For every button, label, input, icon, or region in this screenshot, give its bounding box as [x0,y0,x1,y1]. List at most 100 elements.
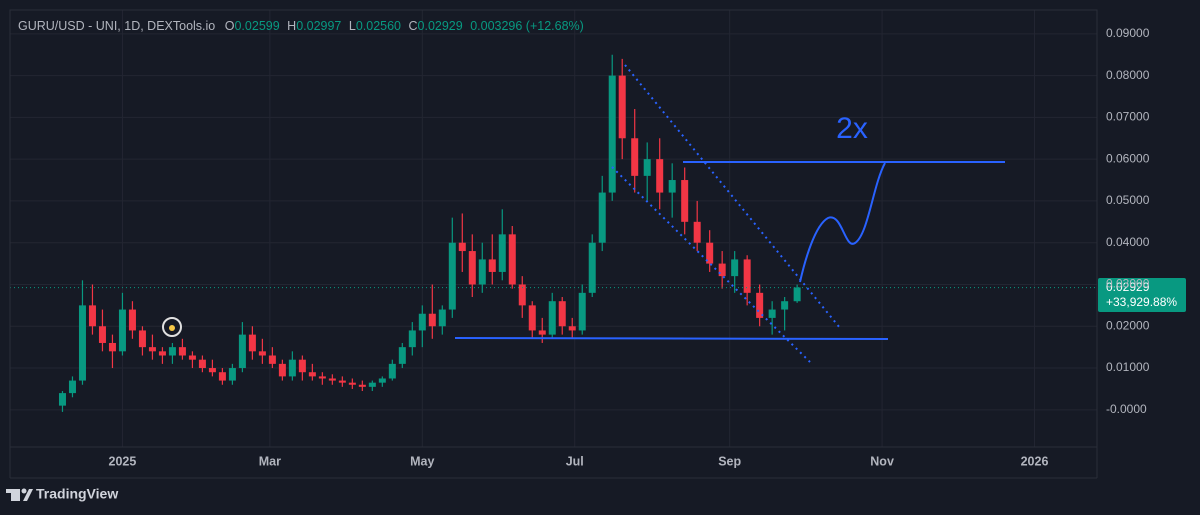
logo-part [23,489,33,501]
candle-body [498,234,506,272]
y-tick-label: 0.03000 [1106,277,1150,291]
y-tick-label: 0.05000 [1106,193,1150,207]
ohlc-label: O [225,19,235,33]
price-tag [1098,278,1186,312]
brand-logo [6,488,33,501]
candle-body [288,359,296,377]
candle-body [438,309,446,327]
candle-body [588,242,596,293]
candle-body [643,159,651,176]
candle-body [578,292,586,331]
candle-body [248,334,256,352]
candle-body [428,313,436,327]
candle-body [378,378,386,383]
candle-body [408,330,416,348]
candle-body [458,242,466,252]
candle-body [358,384,366,387]
logo-part [21,488,27,494]
candle-body [518,284,526,306]
candle-body [731,259,739,277]
candle-body [108,342,116,352]
ohlc-label: L [349,19,356,33]
candle-body [398,347,406,364]
candle-body [468,251,476,285]
candle-body [298,359,306,373]
candle-body [338,380,346,383]
candle-body [388,363,396,379]
candle-body [568,326,576,331]
x-tick-label: Sep [718,454,741,468]
candle-body [631,138,639,176]
candle-body [756,292,764,318]
candle-body [528,305,536,331]
y-tick-label: 0.07000 [1106,110,1150,124]
support-line [454,337,889,340]
candle-body [558,301,566,327]
candle-body [58,393,66,406]
candle-body [656,159,664,193]
candle-body [258,351,266,356]
x-tick-label: 2025 [109,454,137,468]
candle-body [158,351,166,356]
candle-body [681,180,689,222]
candle-body [68,380,76,394]
candle-body [178,347,186,356]
candle-body [608,75,616,193]
candle-body [218,372,226,381]
y-tick-label: -0.0000 [1106,402,1147,416]
ohlc-label: C [408,19,417,33]
candle-body [148,347,156,352]
y-tick-label: 0.08000 [1106,68,1150,82]
candle-body [208,368,216,373]
candle-body [368,382,376,387]
change: 0.003296 (+12.68%) [470,19,584,33]
y-tick-label: 0.02000 [1106,318,1150,332]
ohlc-value: 0.02599 [234,19,279,33]
x-tick-label: Mar [259,454,281,468]
candle-body [198,359,206,369]
logo-part [6,489,18,493]
candle-body [538,330,546,335]
candle-body [488,259,496,272]
candle-body [548,301,556,335]
candle-body [168,347,176,356]
candles [58,54,801,412]
candle-body [88,305,96,327]
candle-body [268,355,276,364]
candle-body [278,363,286,377]
x-tick-label: May [410,454,434,468]
ohlc-value: 0.02560 [356,19,401,33]
symbol: GURU/USD - UNI, 1D, DEXTools.io [18,19,215,33]
candle-body [78,305,86,381]
candle-body [228,368,236,381]
price-tag-value: 0.02929 [1106,280,1150,294]
grid [10,10,1097,447]
candle-body [618,75,626,139]
candle-body [188,355,196,360]
candle-body [318,376,326,379]
channel-upper [624,64,841,329]
candle-body [418,313,426,331]
candle-body [706,242,714,264]
candle-body [348,382,356,385]
candle-body [598,192,606,243]
candle-body [743,259,751,293]
candle-body [768,309,776,318]
brand: TradingView [36,486,118,502]
projection-curve [799,162,886,283]
ohlc-value: 0.02929 [418,19,463,33]
candle-body [508,234,516,285]
candle-body [238,334,246,369]
candle-body [793,287,801,302]
y-tick-label: 0.01000 [1106,360,1150,374]
ohlc-label: H [287,19,296,33]
candle-body [668,180,676,193]
candle-body [781,301,789,310]
price-tag-change: +33,929.88% [1106,295,1177,309]
candle-body [98,326,106,343]
channel-lower [611,166,811,363]
candle-body [718,263,726,277]
y-tick-label: 0.06000 [1106,151,1150,165]
